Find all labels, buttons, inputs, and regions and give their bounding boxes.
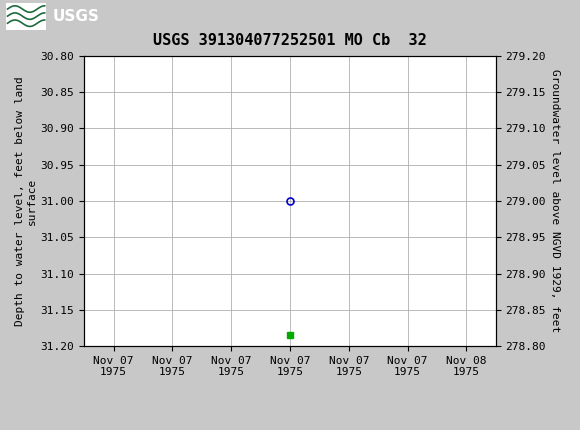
FancyBboxPatch shape bbox=[6, 3, 46, 30]
Y-axis label: Depth to water level, feet below land
surface: Depth to water level, feet below land su… bbox=[15, 76, 37, 326]
Text: USGS 391304077252501 MO Cb  32: USGS 391304077252501 MO Cb 32 bbox=[153, 34, 427, 48]
Text: USGS: USGS bbox=[52, 9, 99, 24]
Y-axis label: Groundwater level above NGVD 1929, feet: Groundwater level above NGVD 1929, feet bbox=[550, 69, 560, 333]
